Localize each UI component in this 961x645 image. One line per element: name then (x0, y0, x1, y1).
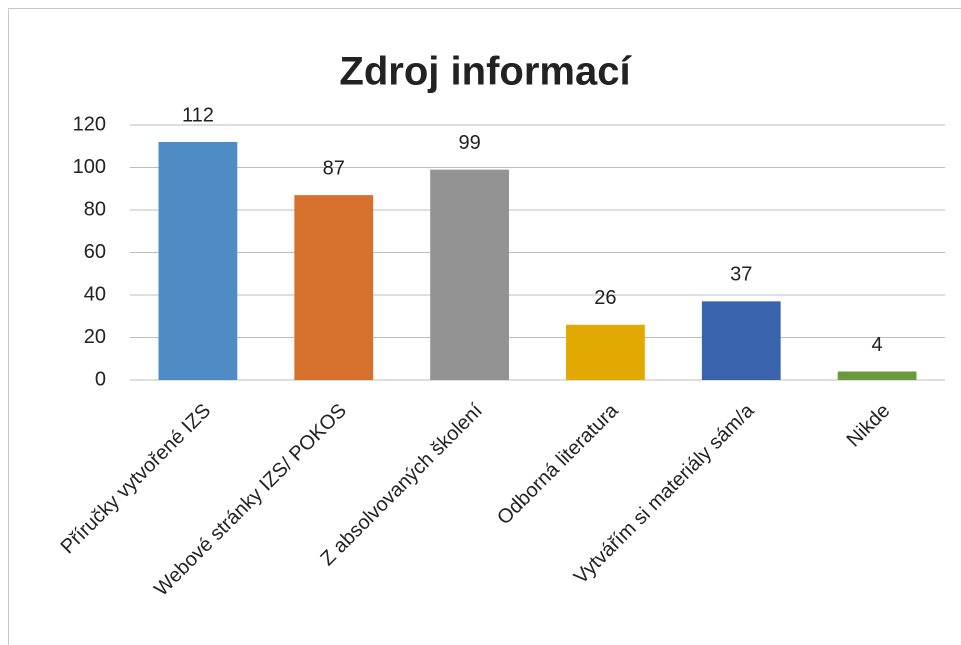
bar (158, 142, 238, 380)
bar (701, 301, 781, 380)
bar (430, 169, 509, 380)
x-tick-label: Odborná literatura (493, 399, 623, 529)
bar (837, 371, 917, 380)
value-label: 112 (182, 104, 214, 126)
y-tick-label: 80 (84, 198, 106, 220)
bar (566, 324, 645, 380)
chart-title: Zdroj informací (339, 50, 632, 94)
y-tick-label: 60 (84, 241, 106, 263)
bar (294, 195, 374, 380)
value-label: 37 (730, 264, 752, 286)
y-tick-label: 40 (84, 283, 106, 305)
value-label: 99 (458, 132, 480, 154)
value-label: 26 (594, 287, 616, 309)
x-tick-label: Nikde (843, 400, 895, 452)
x-tick-label: Z absolvovaných školení (316, 399, 487, 570)
y-tick-label: 0 (95, 368, 106, 390)
y-tick-label: 120 (73, 113, 106, 135)
x-tick-label: Příručky vytvořené IZS (57, 400, 216, 559)
value-label: 4 (872, 334, 883, 356)
y-tick-label: 100 (73, 156, 106, 178)
y-tick-label: 20 (84, 326, 106, 348)
value-label: 87 (323, 157, 345, 179)
chart-border (8, 8, 961, 645)
